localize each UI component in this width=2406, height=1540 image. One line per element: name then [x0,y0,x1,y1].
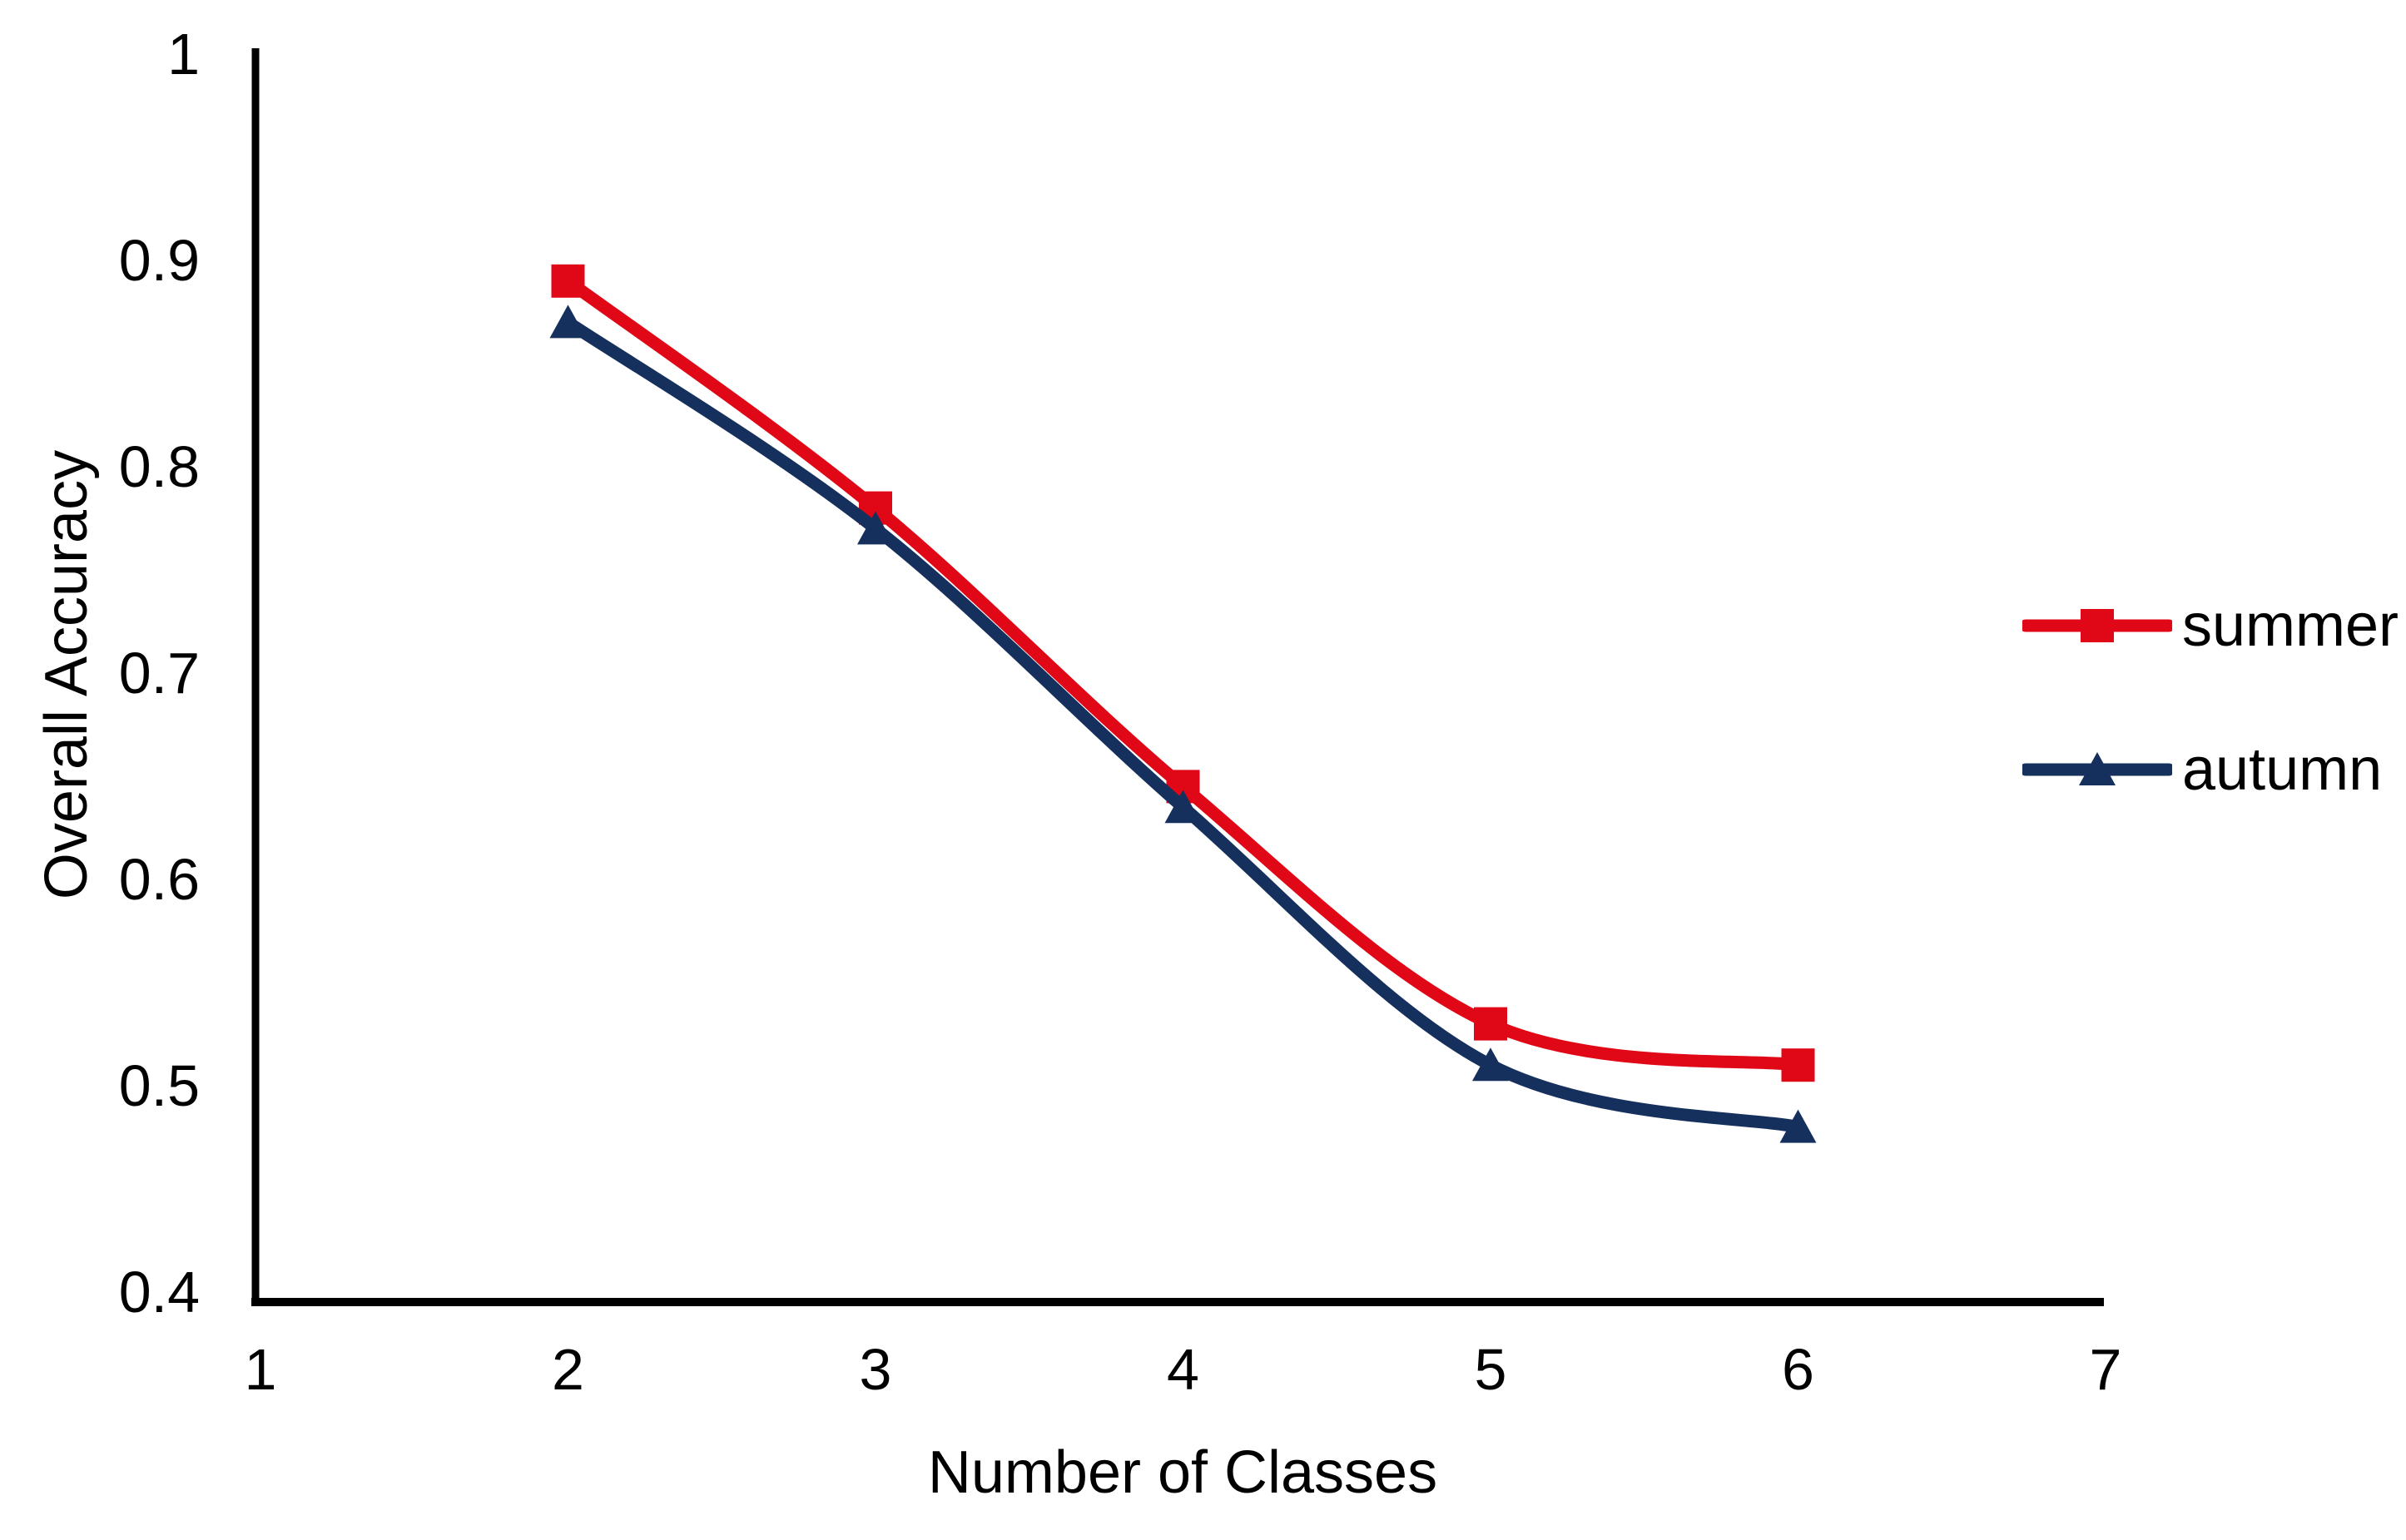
y-tick-label: 0.5 [119,1053,200,1118]
summer-marker [1781,1048,1815,1082]
autumn-marker [549,305,587,339]
autumn-marker [1164,790,1202,824]
summer-legend-marker [2081,609,2114,642]
x-tick-label: 4 [1167,1337,1199,1402]
x-axis-title: Number of Classes [927,1439,1438,1506]
legend-item-summer: summer [2022,592,2399,659]
y-tick-label: 0.8 [119,434,200,499]
y-tick-label: 0.6 [119,847,200,912]
summer-marker [1474,1007,1507,1041]
x-tick-label: 3 [860,1337,892,1402]
autumn-line-triangle-swatch [2022,752,2172,785]
summer-line-square-swatch [2022,609,2172,642]
x-tick-label: 7 [2090,1337,2122,1402]
summer-marker [551,264,585,298]
legend-label-summer: summer [2182,592,2399,659]
y-tick-label: 0.9 [119,228,200,293]
autumn-line [562,315,1804,1134]
legend-item-autumn: autumn [2022,736,2383,803]
y-tick-label: 0.7 [119,641,200,706]
x-tick-label: 6 [1782,1337,1814,1402]
x-tick-label: 5 [1475,1337,1507,1402]
legend-label-autumn: autumn [2182,736,2383,803]
autumn-legend-marker [2079,752,2116,785]
summer-line [562,275,1804,1072]
y-axis-title: Overall Accuracy [33,449,100,900]
x-tick-label: 1 [245,1337,277,1402]
autumn-marker [1779,1109,1817,1143]
autumn-marker [857,511,894,545]
autumn-marker [1472,1047,1509,1082]
y-tick-label: 1 [167,22,200,87]
y-tick-label: 0.4 [119,1260,200,1325]
x-tick-label: 2 [552,1337,584,1402]
